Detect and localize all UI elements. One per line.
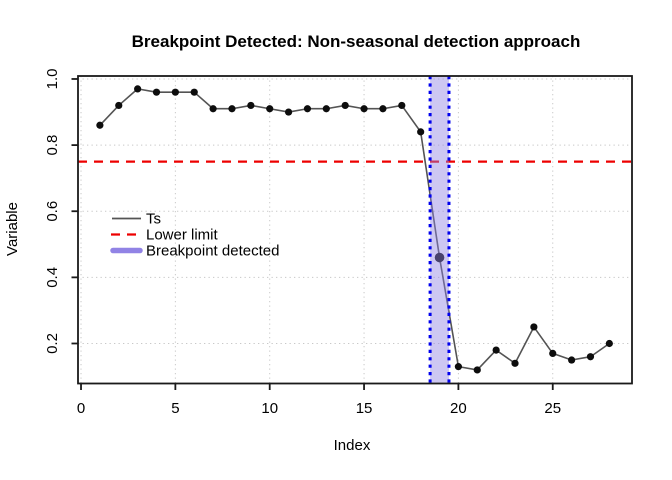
y-tick-label: 0.4	[44, 267, 61, 288]
y-axis-label: Variable	[4, 202, 21, 256]
data-point	[398, 101, 406, 110]
x-tick-label: 0	[77, 400, 85, 417]
x-tick-label: 10	[261, 400, 278, 417]
data-point	[530, 323, 538, 331]
y-tick-label: 0.8	[44, 135, 61, 156]
x-tick-label: 5	[171, 400, 179, 417]
y-tick-label: 0.6	[44, 201, 61, 222]
data-point	[492, 346, 500, 354]
data-point	[454, 363, 463, 371]
data-point	[511, 359, 519, 367]
x-tick-label: 15	[356, 400, 373, 417]
breakpoint-data-point	[434, 252, 445, 263]
legend-label-lower-limit: Lower limit	[146, 227, 219, 244]
y-tick-label: 0.2	[44, 333, 61, 354]
data-point	[190, 88, 198, 96]
data-point	[284, 108, 293, 116]
data-point	[605, 339, 613, 348]
x-tick-label: 25	[544, 400, 561, 417]
data-point	[568, 356, 576, 364]
y-tick-label: 1.0	[44, 69, 61, 90]
x-axis-label: Index	[334, 437, 371, 454]
legend-label-ts: Ts	[146, 211, 161, 228]
data-point	[360, 105, 368, 113]
data-point	[228, 105, 236, 113]
chart-title: Breakpoint Detected: Non-seasonal detect…	[132, 32, 581, 51]
data-point	[171, 88, 179, 96]
data-point	[115, 101, 123, 110]
data-point	[549, 349, 557, 358]
data-point	[209, 105, 217, 113]
legend: Ts Lower limit Breakpoint detected	[110, 211, 279, 260]
breakpoint-band-layer	[428, 76, 451, 384]
series-layer	[96, 85, 613, 374]
data-point	[379, 105, 387, 113]
breakpoint-band	[430, 76, 449, 384]
gridlines-layer	[78, 76, 632, 384]
data-point	[586, 353, 595, 361]
axis-ticks-layer: 0 5 10 15 20 25 0.2 0.4 0.6 0.8 1.0	[44, 69, 561, 417]
data-point	[303, 105, 312, 113]
data-point	[152, 88, 161, 96]
data-point	[341, 101, 349, 110]
legend-label-breakpoint: Breakpoint detected	[146, 243, 279, 260]
data-point	[417, 128, 425, 136]
data-point	[322, 105, 330, 113]
ts-line	[99, 88, 610, 371]
data-point	[473, 366, 481, 374]
data-point	[134, 85, 142, 93]
data-point	[247, 101, 255, 110]
data-point	[266, 105, 274, 113]
data-point	[96, 121, 104, 129]
plot-border	[77, 75, 633, 385]
x-tick-label: 20	[450, 400, 467, 417]
